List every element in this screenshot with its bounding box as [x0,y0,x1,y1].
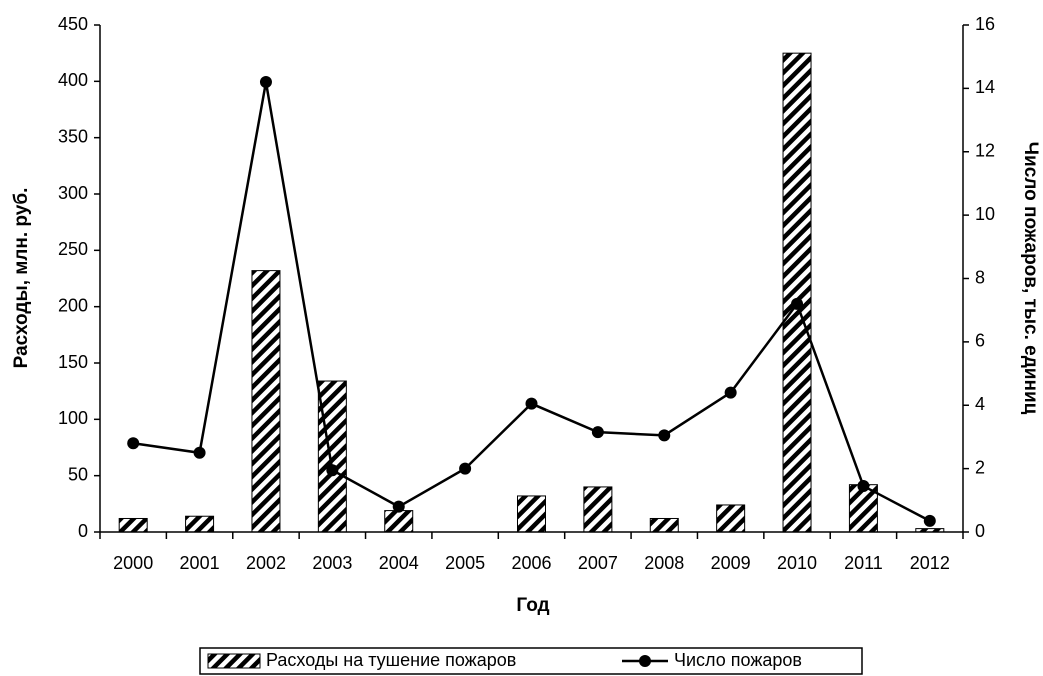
y-tick-label: 400 [58,70,88,90]
legend-swatch [207,653,261,669]
y2-tick-label: 2 [975,457,985,477]
y-tick-label: 0 [78,521,88,541]
y2-tick-label: 8 [975,267,985,287]
line-marker [392,500,405,513]
bar [118,517,148,533]
bar [583,486,613,533]
y-tick-label: 50 [68,464,88,484]
y-tick-label: 350 [58,126,88,146]
line-marker [525,397,538,410]
y-tick-label: 200 [58,295,88,315]
y-tick-label: 450 [58,14,88,34]
y2-axis-title: Число пожаров, тыс. единиц [1020,142,1041,415]
x-tick-label: 2011 [844,553,883,573]
x-tick-label: 2004 [379,553,419,573]
y2-tick-label: 12 [975,141,995,161]
line-marker [791,297,804,310]
legend-box [199,647,863,675]
bar [317,380,347,533]
legend-marker [639,655,651,667]
y-tick-label: 300 [58,183,88,203]
bar [782,52,812,533]
x-tick-label: 2006 [511,553,551,573]
y-tick-label: 150 [58,352,88,372]
line-marker [326,464,339,477]
bar [384,510,414,533]
line-marker [459,462,472,475]
y-tick-label: 250 [58,239,88,259]
line-marker [658,429,671,442]
line-marker [724,386,737,399]
bar [649,517,679,533]
legend-label: Расходы на тушение пожаров [266,650,516,670]
x-tick-label: 2012 [910,553,950,573]
line-marker [923,514,936,527]
x-tick-label: 2001 [180,553,220,573]
line-marker [857,480,870,493]
bar [716,504,746,533]
bar [251,270,281,533]
line-marker [591,426,604,439]
y2-tick-label: 16 [975,14,995,34]
y2-tick-label: 14 [975,77,995,97]
x-tick-label: 2009 [711,553,751,573]
line-marker [127,437,140,450]
y2-tick-label: 10 [975,204,995,224]
bar [848,484,878,533]
legend-label: Число пожаров [674,650,802,670]
x-tick-label: 2008 [644,553,684,573]
x-tick-label: 2005 [445,553,485,573]
x-tick-label: 2010 [777,553,817,573]
y-axis-title: Расходы, млн. руб. [11,188,32,369]
y2-tick-label: 4 [975,394,985,414]
x-tick-label: 2000 [113,553,153,573]
y-tick-label: 100 [58,408,88,428]
x-axis-title: Год [516,595,549,616]
y2-tick-label: 6 [975,331,985,351]
y2-tick-label: 0 [975,521,985,541]
bar [517,495,546,533]
x-tick-label: 2007 [578,553,618,573]
line-marker [193,446,206,459]
x-tick-label: 2003 [312,553,352,573]
bar [185,515,215,533]
line-marker [259,76,272,89]
x-tick-label: 2002 [246,553,286,573]
